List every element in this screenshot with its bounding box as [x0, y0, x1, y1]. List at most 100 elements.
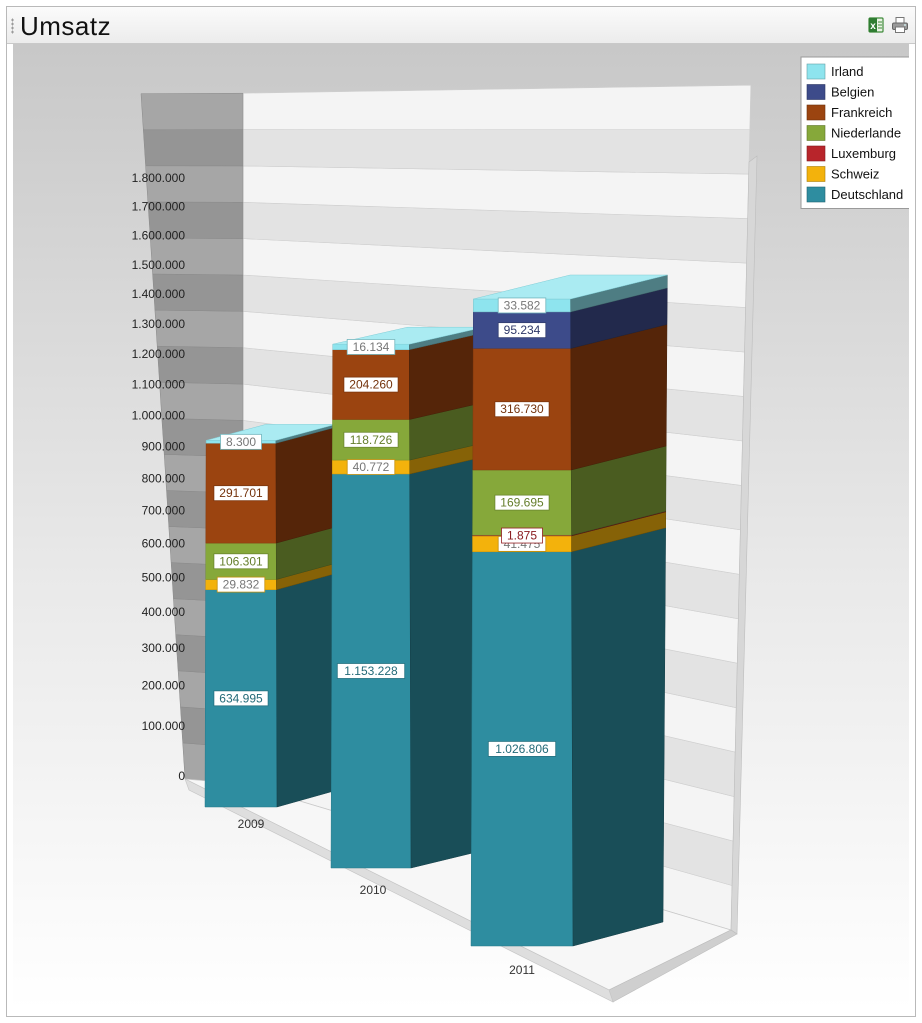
data-label: 204.260	[343, 376, 399, 393]
data-label-box	[494, 494, 550, 511]
data-label-text: 1.153.228	[344, 664, 398, 678]
y-tick-label: 300.000	[142, 641, 186, 655]
y-tick-label: 1.700.000	[132, 200, 186, 214]
data-label-text: 634.995	[219, 691, 263, 705]
y-tick-label: 1.200.000	[132, 347, 186, 361]
side-wall-band	[140, 92, 244, 131]
data-label: 1.875	[501, 527, 543, 544]
data-label: 1.026.806	[487, 741, 557, 757]
bar-2010	[330, 326, 485, 869]
data-label-text: 33.582	[504, 298, 541, 312]
legend-label: Belgien	[831, 85, 874, 100]
data-label: 8.300	[220, 433, 262, 450]
y-tick-label: 100.000	[142, 719, 186, 733]
data-label: 33.582	[497, 297, 547, 314]
y-tick-label: 500.000	[142, 570, 186, 584]
x-category-label: 2010	[360, 883, 387, 897]
bar-2009	[204, 424, 336, 808]
chart-legend: Irland Belgien Frankreich Niederlande Luxemb…	[800, 56, 912, 209]
data-label: 16.134	[346, 339, 396, 355]
data-label-box	[220, 433, 262, 450]
data-label-text: 40.772	[353, 460, 390, 474]
data-label-box	[494, 401, 550, 418]
data-label-text: 95.234	[504, 323, 541, 337]
legend-swatch-irland	[806, 63, 826, 80]
data-label: 1.153.228	[336, 663, 406, 679]
y-tick-label: 0	[178, 769, 185, 783]
y-tick-label: 800.000	[142, 471, 186, 485]
y-tick-label: 1.800.000	[132, 171, 186, 185]
data-label-box	[213, 553, 269, 570]
y-tick-label: 400.000	[142, 605, 186, 619]
data-label-text: 118.726	[350, 433, 393, 447]
drag-handle-icon[interactable]	[11, 18, 14, 34]
data-label: 95.234	[497, 322, 547, 339]
data-label: 169.695	[494, 494, 550, 511]
legend-swatch-frankreich	[806, 104, 826, 121]
y-tick-label: 1.600.000	[132, 229, 186, 243]
data-label: 106.301	[213, 553, 269, 570]
panel-title: Umsatz	[20, 11, 112, 41]
data-label-box	[487, 741, 557, 757]
data-label: 40.772	[346, 459, 396, 475]
bar-2011	[470, 274, 668, 947]
y-tick-label: 1.400.000	[132, 287, 186, 301]
data-label-box	[343, 431, 399, 448]
stacked-bar-chart-3d: 0 100.000 200.000 300.000 400.000 500.000 600.…	[132, 56, 912, 1003]
y-tick-label: 1.100.000	[132, 377, 186, 391]
bar-segment-side-deutschland	[571, 527, 666, 947]
excel-export-icon[interactable]: x	[867, 16, 885, 34]
bar-segment-side-frankreich	[570, 324, 668, 471]
data-label-box	[497, 297, 547, 314]
data-label-box	[336, 663, 406, 679]
data-label-box	[346, 459, 396, 475]
data-label-text: 8.300	[226, 435, 256, 449]
y-tick-label: 1.300.000	[132, 317, 186, 331]
legend-swatch-belgien	[806, 84, 826, 100]
back-wall-band	[242, 84, 752, 131]
data-label-box	[343, 376, 399, 393]
data-label-box	[497, 322, 547, 339]
data-label-box	[216, 576, 266, 593]
legend-label: Schweiz	[831, 167, 879, 182]
data-label: 316.730	[494, 401, 550, 418]
data-label: 291.701	[213, 485, 269, 502]
y-tick-label: 900.000	[142, 440, 186, 454]
legend-label: Luxemburg	[831, 146, 896, 161]
data-label-box	[213, 485, 269, 502]
y-tick-label: 1.500.000	[132, 258, 186, 272]
y-tick-label: 1.000.000	[132, 408, 186, 422]
panel-header: Umsatz x	[7, 7, 915, 44]
data-label: 118.726	[343, 431, 399, 448]
chart-area: 0 100.000 200.000 300.000 400.000 500.000 600.…	[13, 44, 912, 1010]
data-label-text: 291.701	[219, 486, 263, 500]
printer-icon[interactable]	[891, 16, 909, 34]
data-label-text: 204.260	[349, 378, 393, 392]
side-wall-band	[143, 129, 244, 167]
data-label-text: 169.695	[500, 496, 544, 510]
data-label-text: 1.026.806	[495, 742, 549, 756]
legend-label: Frankreich	[831, 105, 892, 120]
data-label-text: 16.134	[353, 340, 390, 354]
data-label-text: 29.832	[223, 578, 260, 592]
legend-swatch-schweiz	[806, 166, 826, 182]
data-label-box	[501, 527, 543, 544]
legend-swatch-deutschland	[806, 186, 826, 203]
data-label-box	[213, 690, 269, 707]
x-category-label: 2011	[509, 963, 535, 977]
y-tick-label: 600.000	[142, 537, 186, 551]
legend-swatch-luxemburg	[806, 145, 826, 162]
data-label-text: 316.730	[500, 402, 544, 416]
legend-label: Niederlande	[831, 126, 901, 141]
y-tick-label: 700.000	[142, 504, 186, 518]
back-wall-band	[242, 129, 751, 175]
legend-swatch-niederlande	[806, 125, 826, 141]
chart-panel: Umsatz x 0 100.000 200.000 300.000 400.000 50…	[6, 6, 916, 1017]
bar-segment-side-frankreich	[275, 426, 336, 544]
legend-label: Deutschland	[831, 187, 903, 202]
data-label: 29.832	[216, 576, 266, 593]
y-tick-label: 200.000	[142, 679, 186, 693]
svg-text:x: x	[870, 21, 876, 32]
bar-segment-side-deutschland	[276, 573, 336, 808]
data-label: 634.995	[213, 690, 269, 707]
